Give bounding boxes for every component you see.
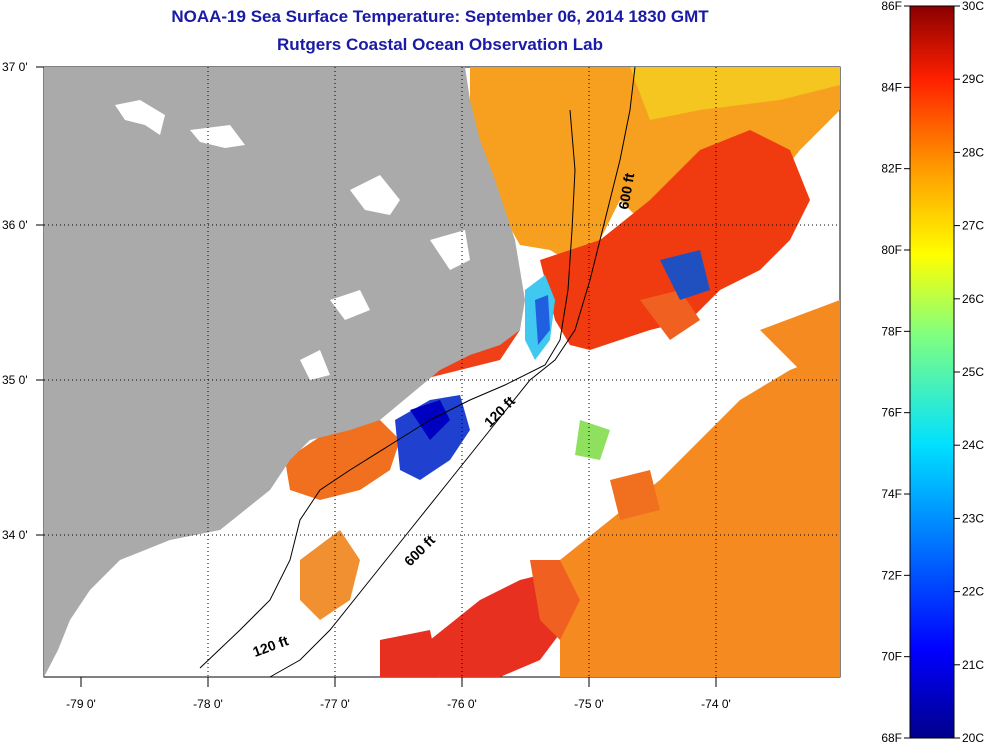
colorbar-label-f: 72F — [881, 568, 902, 582]
isobaths — [199, 66, 636, 678]
land-mass — [44, 67, 525, 677]
colorbar-label-c: 21C — [962, 658, 984, 672]
lat-label: 34 0' — [2, 528, 28, 542]
lon-label: -78 0' — [193, 697, 223, 711]
colorbar-labels: 86F 84F 82F 80F 78F 76F 74F 72F 70F 68F 30C 29C 28C 2… — [881, 0, 984, 745]
colorbar-label-c: 25C — [962, 365, 984, 379]
colorbar-label-c: 27C — [962, 219, 984, 233]
colorbar-label-f: 70F — [881, 650, 902, 664]
colorbar-label-f: 74F — [881, 487, 902, 501]
lon-label: -75 0' — [574, 697, 604, 711]
map-subtitle: Rutgers Coastal Ocean Observation Lab — [277, 35, 603, 54]
lat-ticks — [36, 66, 44, 536]
lon-label: -76 0' — [447, 697, 477, 711]
graticule — [44, 67, 840, 677]
colorbar-label-f: 78F — [881, 324, 902, 338]
colorbar-label-f: 84F — [881, 80, 902, 94]
colorbar-label-c: 30C — [962, 0, 984, 13]
colorbar-label-c: 29C — [962, 72, 984, 86]
colorbar-label-f: 80F — [881, 243, 902, 257]
lon-label: -79 0' — [66, 697, 96, 711]
lat-label: 36 0' — [2, 218, 28, 232]
colorbar-label-f: 86F — [881, 0, 902, 13]
contour-label-600-north: 600 ft — [615, 171, 637, 210]
colorbar-label-c: 23C — [962, 511, 984, 525]
lon-ticks — [80, 677, 717, 687]
colorbar-label-c: 28C — [962, 145, 984, 159]
lat-label: 37 0' — [2, 60, 28, 74]
colorbar-label-c: 24C — [962, 438, 984, 452]
colorbar-label-f: 68F — [881, 731, 902, 745]
lon-label: -74 0' — [701, 697, 731, 711]
lat-label: 35 0' — [2, 373, 28, 387]
map-title: NOAA-19 Sea Surface Temperature: Septemb… — [171, 7, 709, 26]
colorbar-label-f: 82F — [881, 162, 902, 176]
lon-label: -77 0' — [320, 697, 350, 711]
colorbar-label-c: 26C — [962, 292, 984, 306]
colorbar-label-c: 20C — [962, 731, 984, 745]
colorbar-label-f: 76F — [881, 406, 902, 420]
colorbar-ticks — [904, 5, 960, 739]
colorbar — [909, 5, 955, 739]
inland-water — [115, 100, 470, 380]
colorbar-label-c: 22C — [962, 585, 984, 599]
